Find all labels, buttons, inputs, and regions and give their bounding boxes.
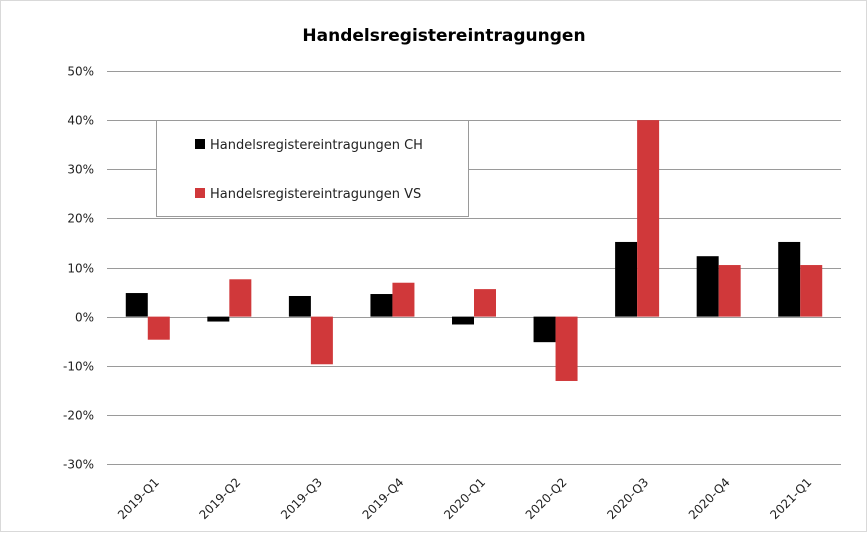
legend-label: Handelsregistereintragungen VS (210, 187, 421, 202)
bar-vs (474, 289, 496, 317)
legend-box (156, 120, 469, 217)
y-tick-label: 40% (67, 114, 94, 128)
bar-ch (370, 294, 393, 317)
x-tick-label: 2021-Q1 (767, 475, 814, 522)
x-tick-label: 2019-Q2 (197, 475, 244, 522)
y-tick-label: -20% (63, 409, 94, 423)
x-tick-label: 2019-Q3 (278, 475, 325, 522)
x-tick-label: 2020-Q3 (604, 475, 651, 522)
x-tick-label: 2019-Q4 (360, 475, 407, 522)
y-tick-label: 30% (67, 163, 94, 177)
bar-ch (533, 316, 556, 343)
bar-vs (310, 316, 333, 365)
y-tick-label: 10% (67, 262, 94, 276)
bar-ch (207, 316, 230, 322)
bar-ch (615, 241, 638, 317)
y-tick-label: -10% (63, 360, 94, 374)
bar-vs (555, 316, 578, 381)
legend-swatch (195, 188, 205, 198)
x-tick-label: 2020-Q4 (686, 475, 733, 522)
bars (125, 120, 823, 381)
bar-ch (288, 295, 311, 317)
y-tick-label: 50% (67, 65, 94, 79)
legend: Handelsregistereintragungen CH Handelsreg… (156, 120, 469, 217)
bar-vs (718, 265, 741, 317)
x-tick-label: 2019-Q1 (115, 475, 162, 522)
bar-vs (800, 265, 823, 317)
y-tick-label: 0% (75, 311, 94, 325)
chart-title: Handelsregistereintragungen (302, 26, 585, 46)
x-tick-label: 2020-Q1 (441, 475, 488, 522)
y-axis-ticks: -30% -20% -10% 0% 10% 20% 30% 40% 50% (63, 65, 94, 472)
bar-ch (778, 241, 801, 317)
bar-ch (125, 293, 148, 317)
legend-label: Handelsregistereintragungen CH (210, 138, 423, 153)
x-tick-label: 2020-Q2 (523, 475, 570, 522)
y-tick-label: 20% (67, 212, 94, 226)
bar-vs (637, 120, 660, 317)
bar-vs (229, 279, 252, 317)
legend-swatch (195, 139, 205, 149)
y-tick-label: -30% (63, 458, 94, 472)
bar-vs (147, 316, 170, 340)
bar-vs (392, 282, 415, 317)
x-axis-ticks: 2019-Q1 2019-Q2 2019-Q3 2019-Q4 2020-Q1 2020-… (115, 475, 814, 522)
bar-ch (452, 316, 474, 325)
bar-ch (696, 256, 719, 317)
